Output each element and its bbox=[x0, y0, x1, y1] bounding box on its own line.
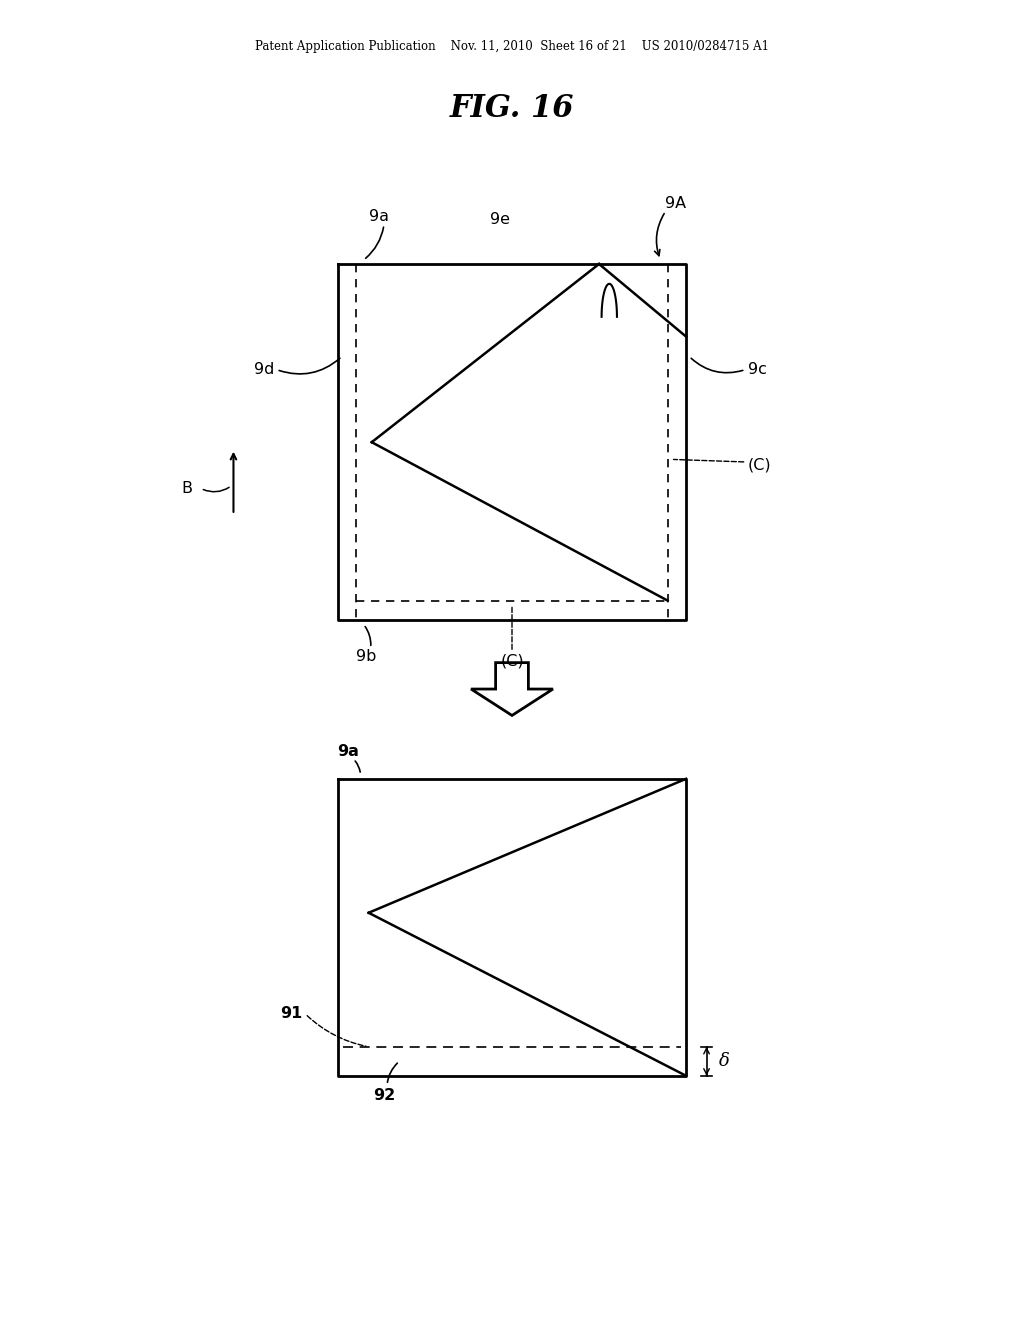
Text: 9d: 9d bbox=[254, 362, 274, 378]
Text: 9b: 9b bbox=[356, 649, 377, 664]
Text: 9a: 9a bbox=[337, 744, 359, 759]
Text: 9c: 9c bbox=[748, 362, 766, 378]
Text: Patent Application Publication    Nov. 11, 2010  Sheet 16 of 21    US 2010/02847: Patent Application Publication Nov. 11, … bbox=[255, 40, 769, 53]
Text: (C): (C) bbox=[748, 457, 771, 473]
Text: 9A: 9A bbox=[666, 197, 686, 211]
Text: FIG. 16: FIG. 16 bbox=[450, 92, 574, 124]
Text: 9a: 9a bbox=[369, 210, 389, 224]
Text: B: B bbox=[181, 480, 193, 496]
Text: δ: δ bbox=[719, 1052, 730, 1071]
Text: 9e: 9e bbox=[489, 213, 510, 227]
Text: (C): (C) bbox=[500, 653, 524, 668]
Text: 91: 91 bbox=[280, 1006, 302, 1022]
Text: 92: 92 bbox=[373, 1088, 395, 1102]
